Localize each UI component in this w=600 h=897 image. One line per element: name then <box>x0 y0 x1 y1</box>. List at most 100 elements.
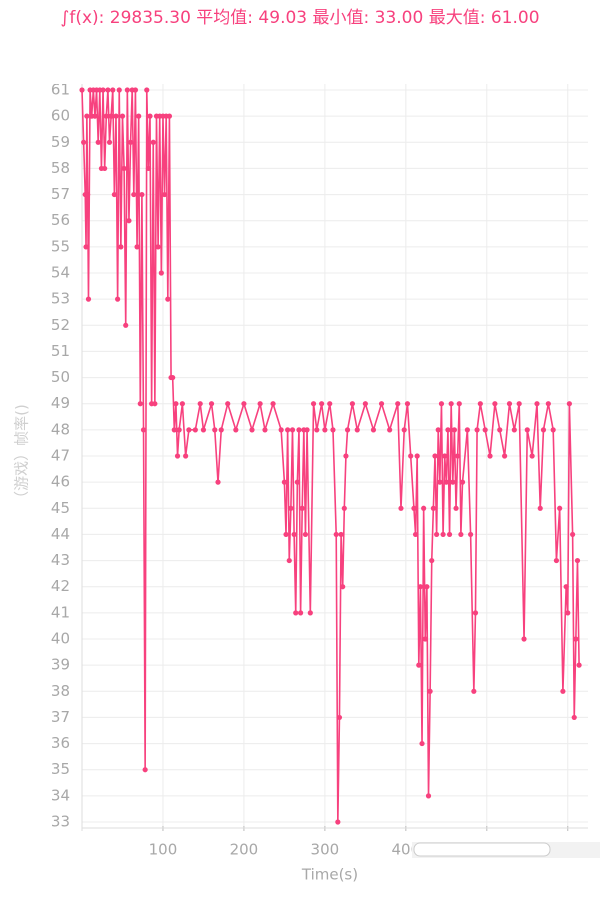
data-point <box>111 191 117 198</box>
data-point <box>131 191 137 198</box>
data-point <box>550 427 556 433</box>
data-point <box>412 531 419 538</box>
data-point <box>152 401 158 407</box>
data-point <box>482 427 488 433</box>
data-point <box>183 453 189 459</box>
data-point <box>142 767 148 773</box>
data-point <box>119 113 126 119</box>
data-point <box>370 427 377 433</box>
data-point <box>540 427 547 433</box>
data-point <box>502 453 508 459</box>
y-tick-label: 59 <box>51 133 70 151</box>
data-point <box>506 401 513 407</box>
y-tick-label: 54 <box>51 264 70 282</box>
y-tick-label: 48 <box>51 420 70 438</box>
y-tick-label: 43 <box>51 551 70 569</box>
data-point <box>545 401 551 407</box>
data-point <box>134 244 140 250</box>
plot-labels: 33 34 35 36 37 38 39 40 41 42 43 44 45 46 47 48 49 50 51 52… <box>51 81 70 831</box>
y-tick-label: 41 <box>51 603 70 621</box>
y-tick-label: 46 <box>51 473 70 491</box>
data-point <box>85 296 92 302</box>
y-tick-label: 56 <box>51 211 70 229</box>
data-point <box>401 427 407 433</box>
data-point <box>424 584 430 590</box>
data-point <box>524 427 530 433</box>
data-point <box>438 401 445 407</box>
data-point <box>179 401 185 407</box>
data-point <box>132 87 139 93</box>
data-point <box>425 793 432 799</box>
y-tick-label: 50 <box>51 368 70 386</box>
data-point <box>105 87 111 93</box>
data-point <box>118 244 124 250</box>
data-point <box>565 610 571 616</box>
y-tick-label: 40 <box>51 630 70 648</box>
data-point <box>516 401 522 407</box>
y-tick-label: 34 <box>51 786 70 804</box>
data-point <box>95 139 101 145</box>
data-point <box>534 401 540 407</box>
data-point <box>186 427 192 433</box>
data-point <box>288 505 294 511</box>
data-point <box>314 427 320 433</box>
chart-title: ∫f(x): 29835.30 平均值: 49.03 最小值: 33.00 最大… <box>60 8 539 28</box>
data-point <box>459 479 466 485</box>
data-point <box>197 401 203 407</box>
data-point <box>330 427 336 433</box>
data-point <box>84 113 90 119</box>
data-point <box>427 688 433 694</box>
data-point <box>310 401 317 407</box>
data-point <box>455 453 461 459</box>
data-point <box>108 113 114 119</box>
data-point <box>103 113 109 119</box>
data-point <box>262 427 268 433</box>
data-point <box>492 401 498 407</box>
data-point <box>281 479 287 485</box>
data-point <box>474 427 480 433</box>
data-point <box>215 479 221 485</box>
y-tick-label: 38 <box>51 682 70 700</box>
data-point <box>121 165 127 172</box>
data-point <box>307 610 313 616</box>
data-point <box>225 401 231 407</box>
data-point <box>116 87 122 93</box>
data-point <box>574 557 581 564</box>
data-point <box>468 531 474 538</box>
data-point <box>296 427 302 433</box>
data-point <box>257 401 263 407</box>
data-point <box>537 505 543 511</box>
y-tick-label: 47 <box>51 447 70 465</box>
data-point <box>171 427 177 433</box>
data-point <box>338 531 344 538</box>
data-point <box>395 401 401 407</box>
data-point <box>434 531 440 538</box>
data-point <box>319 401 325 407</box>
data-point <box>464 427 470 433</box>
data-point <box>283 531 289 538</box>
y-tick-label: 58 <box>51 159 70 177</box>
data-point <box>322 427 328 433</box>
data-point <box>106 139 113 145</box>
data-point <box>450 479 456 485</box>
data-point <box>92 113 98 119</box>
data-point <box>294 479 300 485</box>
x-tick-label: 300 <box>311 841 340 859</box>
data-point <box>343 453 349 459</box>
data-point <box>336 714 343 721</box>
data-point <box>453 505 459 511</box>
data-point <box>304 427 310 433</box>
data-point <box>124 87 130 93</box>
data-point <box>497 427 503 433</box>
data-point <box>145 165 151 172</box>
data-point <box>173 401 179 407</box>
data-point <box>170 374 176 381</box>
data-point <box>83 244 89 250</box>
data-point <box>137 401 143 407</box>
y-tick-label: 61 <box>51 81 70 99</box>
data-point <box>100 87 106 93</box>
y-tick-label: 44 <box>51 525 70 543</box>
y-tick-label: 42 <box>51 577 70 595</box>
data-point <box>417 584 424 590</box>
data-point <box>362 401 368 407</box>
